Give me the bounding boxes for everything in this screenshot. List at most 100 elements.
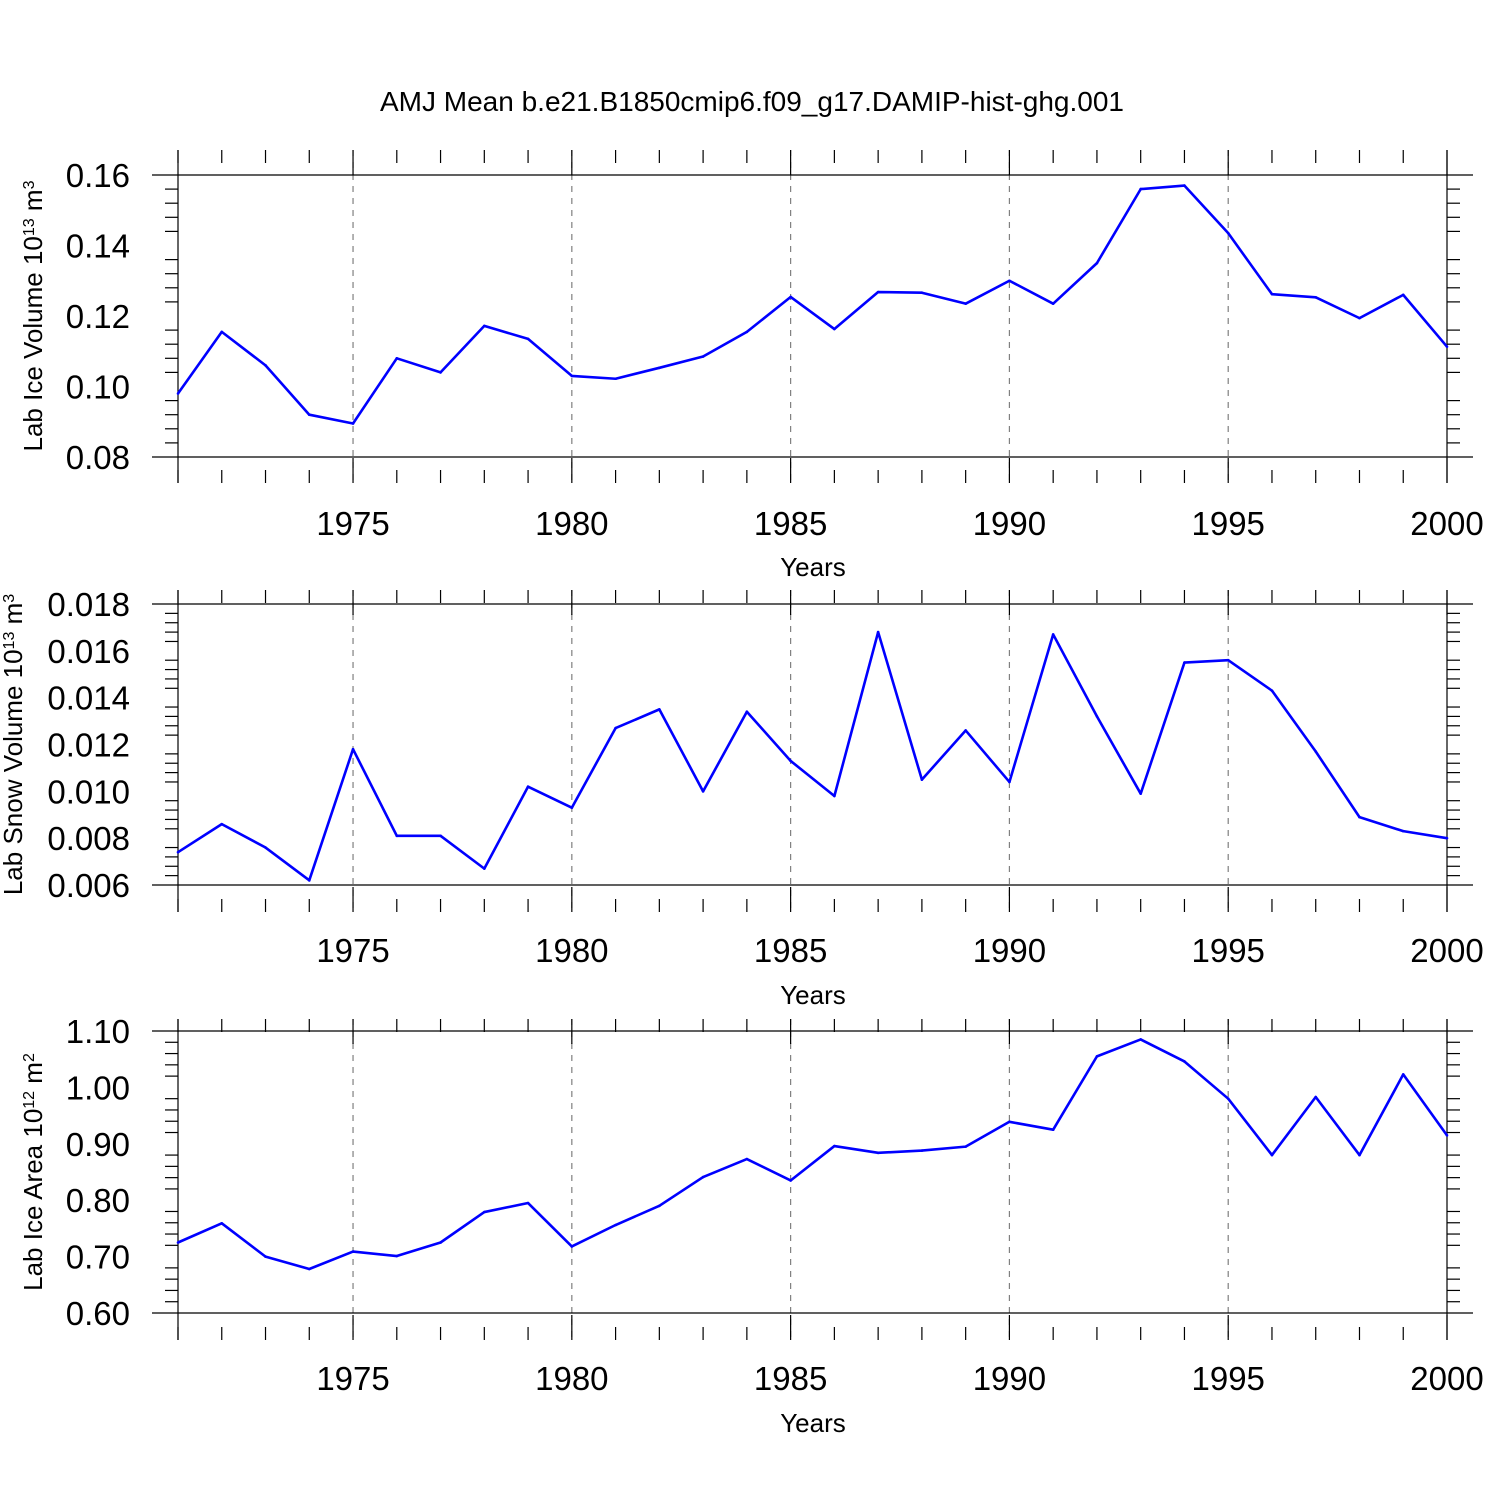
data-point — [1445, 836, 1449, 840]
data-point — [1183, 184, 1186, 187]
data-point — [745, 710, 749, 714]
data-point — [483, 867, 486, 870]
data-point — [526, 337, 530, 341]
y-tick-label: 0.012 — [47, 727, 130, 764]
x-tick-label: 1990 — [973, 932, 1046, 969]
data-point — [745, 330, 749, 334]
y-tick-label: 0.008 — [47, 820, 130, 857]
data-point — [264, 846, 267, 849]
y-tick-label: 0.016 — [47, 633, 130, 670]
data-point — [1183, 1060, 1186, 1063]
data-point — [1314, 1095, 1318, 1099]
data-point — [439, 371, 442, 374]
x-axis-title: Years — [780, 1408, 846, 1438]
x-tick-label: 1990 — [973, 1360, 1046, 1397]
x-tick-label: 1980 — [535, 1360, 608, 1397]
data-point — [176, 392, 180, 395]
data-point — [1139, 187, 1142, 191]
data-point — [1226, 658, 1230, 662]
x-tick-label: 1985 — [754, 932, 827, 969]
data-point — [220, 822, 224, 826]
data-point — [920, 778, 924, 781]
data-point — [964, 1145, 967, 1148]
data-point — [176, 850, 180, 854]
data-point — [1358, 1153, 1361, 1157]
data-point — [1139, 1038, 1142, 1041]
data-point — [220, 1222, 224, 1225]
data-point — [351, 1250, 355, 1253]
data-point — [1095, 1055, 1099, 1058]
data-point — [1095, 715, 1099, 718]
y-tick-label: 1.10 — [66, 1013, 130, 1050]
data-point — [745, 1157, 749, 1161]
data-point — [1270, 1153, 1274, 1157]
y-tick-label: 0.90 — [66, 1126, 130, 1163]
x-tick-label: 1985 — [754, 1360, 827, 1397]
data-point — [1008, 780, 1011, 784]
data-point — [483, 1210, 486, 1214]
x-tick-label: 1995 — [1191, 932, 1264, 969]
x-tick-label: 1975 — [316, 505, 389, 542]
x-tick-label: 1995 — [1191, 505, 1264, 542]
y-tick-label: 0.006 — [47, 867, 130, 904]
data-point — [395, 357, 399, 360]
data-point — [701, 790, 705, 793]
data-point — [307, 413, 311, 417]
x-tick-label: 2000 — [1410, 932, 1483, 969]
data-point — [833, 327, 836, 331]
data-point — [220, 330, 224, 334]
data-point — [1095, 261, 1099, 265]
data-point — [1051, 1128, 1055, 1131]
x-axis-title: Years — [780, 980, 846, 1010]
data-point — [307, 879, 311, 882]
data-point — [1270, 292, 1274, 296]
data-point — [264, 364, 267, 367]
data-point — [264, 1255, 267, 1258]
data-point — [789, 759, 792, 763]
data-point — [1445, 1134, 1449, 1137]
data-point — [614, 726, 617, 730]
data-point — [701, 355, 705, 358]
data-point — [964, 302, 967, 305]
x-tick-label: 1985 — [754, 505, 827, 542]
data-point — [658, 708, 661, 711]
data-point — [395, 1254, 399, 1258]
data-point — [833, 1144, 836, 1148]
data-point — [1008, 279, 1011, 283]
data-point — [526, 785, 530, 788]
x-tick-label: 1980 — [535, 932, 608, 969]
data-point — [1008, 1120, 1011, 1124]
data-point — [1314, 750, 1318, 753]
data-point — [920, 291, 924, 295]
x-tick-label: 2000 — [1410, 1360, 1483, 1397]
y-tick-label: 0.10 — [66, 369, 130, 406]
y-tick-label: 0.010 — [47, 773, 130, 810]
data-point — [570, 374, 574, 378]
data-point — [1183, 661, 1186, 664]
data-point — [1226, 231, 1230, 235]
data-point — [307, 1267, 311, 1271]
data-point — [1051, 302, 1055, 305]
data-point — [570, 1245, 574, 1248]
data-point — [658, 366, 661, 370]
y-tick-label: 0.16 — [66, 157, 130, 194]
data-point — [614, 1223, 617, 1227]
data-point — [1401, 829, 1405, 833]
data-point — [1051, 633, 1055, 636]
data-point — [876, 290, 880, 294]
data-point — [1314, 296, 1318, 299]
data-point — [964, 729, 967, 732]
data-point — [1358, 316, 1361, 320]
panel-3: 0.60 0.70 0.80 0.90 1.00 1.10 1975 1980 1985 1990… — [18, 1013, 1484, 1438]
y-tick-label: 0.60 — [66, 1295, 130, 1332]
y-tick-label: 0.80 — [66, 1182, 130, 1219]
data-point — [920, 1149, 924, 1152]
panel-1: 0.08 0.10 0.12 0.14 0.16 1975 1980 1985 1990 1995… — [18, 150, 1484, 582]
data-point — [1445, 345, 1449, 348]
y-axis-title: Lab Snow Volume 1013 m3 — [0, 594, 28, 895]
chart-title: AMJ Mean b.e21.B1850cmip6.f09_g17.DAMIP-… — [380, 86, 1124, 117]
data-point — [395, 834, 399, 838]
panel-2: 0.006 0.008 0.010 0.012 0.014 0.016 0.018 1975 1… — [0, 586, 1484, 1010]
y-tick-label: 0.08 — [66, 439, 130, 476]
